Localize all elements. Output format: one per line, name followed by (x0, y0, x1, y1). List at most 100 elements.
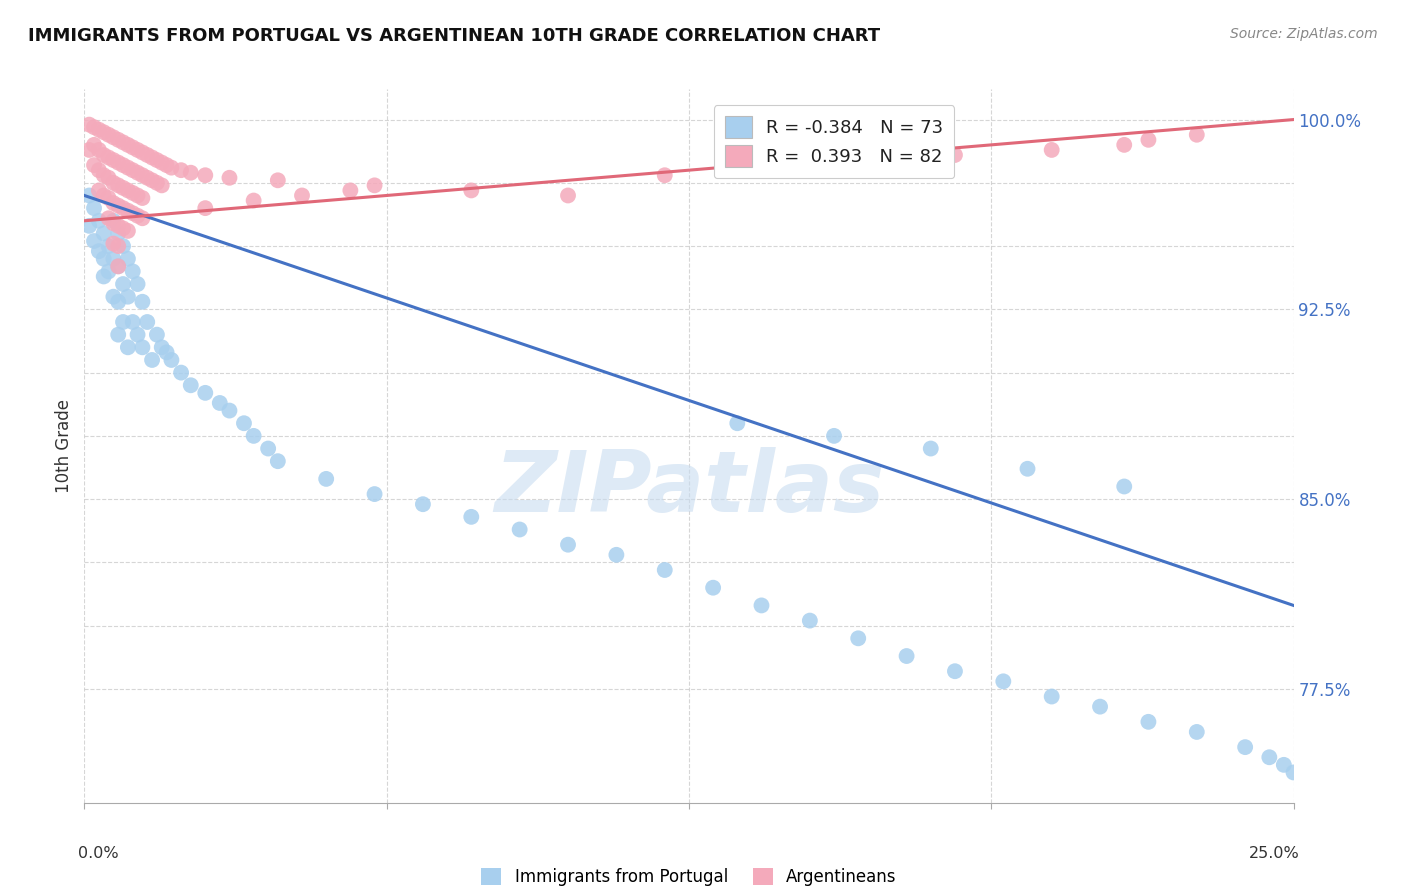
Point (83, 158, 105, 172)
Point (121, 206, 143, 220)
Point (291, 188, 314, 202)
Point (121, 315, 143, 329)
Point (131, 294, 153, 309)
Point (131, 191, 153, 205)
Point (131, 168, 153, 182)
Point (170, 163, 193, 178)
Point (233, 416, 256, 430)
Point (107, 155, 129, 169)
Point (160, 353, 183, 368)
Point (412, 497, 434, 511)
Text: IMMIGRANTS FROM PORTUGAL VS ARGENTINEAN 10TH GRADE CORRELATION CHART: IMMIGRANTS FROM PORTUGAL VS ARGENTINEAN … (28, 27, 880, 45)
Point (83, 234, 105, 248)
Point (208, 396, 231, 410)
Point (1017, 462, 1039, 476)
Point (93, 252, 115, 266)
Point (141, 353, 163, 368)
Point (136, 170, 159, 185)
Point (117, 340, 139, 354)
Point (131, 145, 153, 160)
Point (112, 181, 135, 195)
Point (180, 378, 202, 392)
Point (150, 155, 173, 169)
Point (141, 151, 163, 165)
Point (112, 158, 135, 172)
Point (460, 509, 482, 524)
Point (127, 209, 149, 223)
Point (117, 203, 139, 218)
Point (97, 128, 120, 142)
Point (1137, 714, 1160, 729)
Point (194, 168, 217, 182)
Point (1282, 765, 1305, 780)
Point (993, 674, 1015, 689)
Point (97, 211, 120, 226)
Point (93, 125, 115, 139)
Point (1185, 128, 1208, 142)
Point (751, 599, 773, 613)
Point (846, 632, 869, 646)
Point (605, 548, 627, 562)
Point (339, 183, 361, 197)
Point (242, 194, 264, 208)
Point (77, 188, 100, 202)
Point (194, 385, 217, 400)
Point (83, 120, 105, 135)
Point (1258, 750, 1281, 764)
Point (1040, 143, 1063, 157)
Point (103, 153, 125, 167)
Point (87, 163, 110, 178)
Point (77, 219, 100, 233)
Point (1040, 690, 1063, 704)
Point (702, 581, 724, 595)
Point (141, 173, 163, 187)
Text: Source: ZipAtlas.com: Source: ZipAtlas.com (1230, 27, 1378, 41)
Text: 25.0%: 25.0% (1249, 846, 1299, 861)
Point (363, 487, 385, 501)
Point (112, 239, 135, 253)
Point (267, 173, 290, 187)
Text: 0.0%: 0.0% (79, 846, 120, 861)
Point (127, 143, 149, 157)
Point (896, 648, 918, 663)
Point (943, 664, 966, 678)
Point (170, 366, 193, 380)
Point (127, 166, 149, 180)
Point (218, 170, 240, 185)
Point (155, 158, 177, 172)
Point (103, 130, 125, 145)
Point (93, 188, 115, 202)
Point (107, 239, 129, 253)
Point (103, 196, 125, 211)
Point (127, 277, 149, 291)
Point (799, 158, 821, 172)
Point (97, 264, 120, 278)
Legend: Immigrants from Portugal, Argentineans: Immigrants from Portugal, Argentineans (475, 861, 903, 892)
Text: ZIPatlas: ZIPatlas (494, 447, 884, 531)
Point (823, 429, 845, 443)
Point (194, 201, 217, 215)
Point (1114, 137, 1136, 152)
Point (117, 183, 139, 197)
Point (1114, 479, 1136, 493)
Point (127, 327, 149, 342)
Point (127, 188, 149, 202)
Point (103, 216, 125, 230)
Point (943, 148, 966, 162)
Point (131, 340, 153, 354)
Point (117, 224, 139, 238)
Point (460, 183, 482, 197)
Point (93, 269, 115, 284)
Point (150, 340, 173, 354)
Point (180, 166, 202, 180)
Point (121, 264, 143, 278)
Point (557, 188, 579, 202)
Point (150, 178, 173, 193)
Point (136, 315, 159, 329)
Point (107, 260, 129, 274)
Point (112, 136, 135, 150)
Point (103, 252, 125, 266)
Point (121, 140, 143, 154)
Point (112, 315, 135, 329)
Point (1088, 699, 1111, 714)
